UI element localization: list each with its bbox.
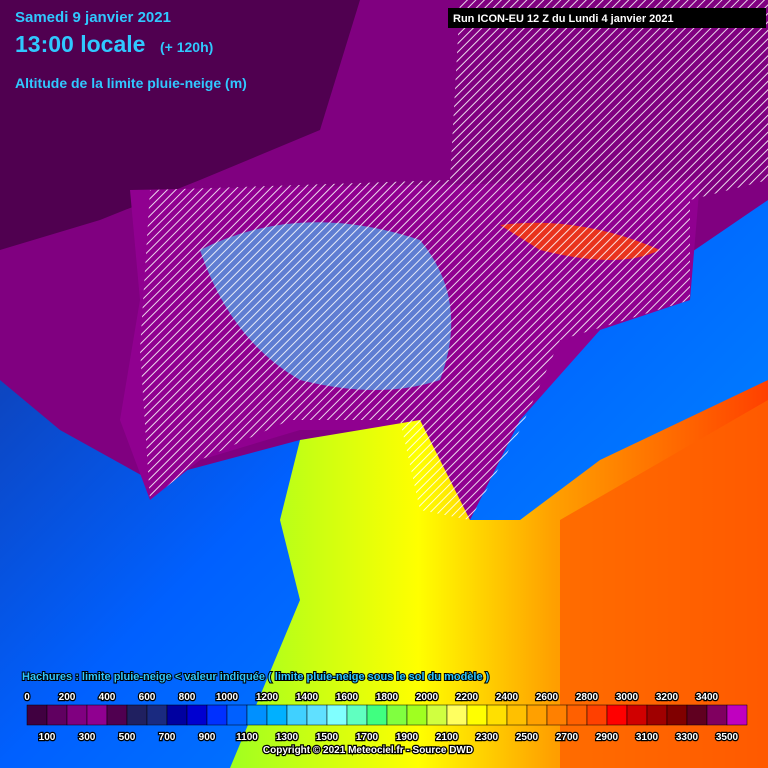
legend-note: Hachures : limite pluie-neige < valeur i… (22, 671, 490, 683)
legend-swatch (66, 704, 88, 726)
legend-label-top: 2400 (496, 692, 519, 703)
legend-swatch (686, 704, 708, 726)
legend-label-bottom: 2900 (596, 732, 619, 743)
legend-label-bottom: 700 (159, 732, 176, 743)
legend-swatch (266, 704, 288, 726)
legend-label-top: 200 (59, 692, 76, 703)
legend-label-bottom: 3500 (716, 732, 739, 743)
legend-swatch (406, 704, 428, 726)
legend-label-top: 1800 (376, 692, 399, 703)
legend-swatch (26, 704, 48, 726)
legend-swatch (286, 704, 308, 726)
legend-swatch (126, 704, 148, 726)
legend-swatch (586, 704, 608, 726)
legend-swatch (666, 704, 688, 726)
legend-label-bottom: 2700 (556, 732, 579, 743)
legend-label-bottom: 1500 (316, 732, 339, 743)
legend-swatch (306, 704, 328, 726)
legend-label-bottom: 300 (79, 732, 96, 743)
legend-label-top: 1000 (216, 692, 239, 703)
region-dark (0, 0, 360, 250)
legend-label-top: 400 (99, 692, 116, 703)
legend-label-bottom: 1900 (396, 732, 419, 743)
hatching (140, 0, 768, 520)
legend-swatch (506, 704, 528, 726)
legend-label-bottom: 2500 (516, 732, 539, 743)
legend-swatch (526, 704, 548, 726)
legend-swatch (146, 704, 168, 726)
run-box (448, 8, 766, 28)
legend-swatch (326, 704, 348, 726)
legend-label-bottom: 3100 (636, 732, 659, 743)
legend-swatch (166, 704, 188, 726)
legend-label-bottom: 500 (119, 732, 136, 743)
legend-swatch (426, 704, 448, 726)
legend-swatch (726, 704, 748, 726)
legend-swatch (626, 704, 648, 726)
legend-label-bottom: 3300 (676, 732, 699, 743)
legend-swatch (246, 704, 268, 726)
legend-label-top: 2200 (456, 692, 479, 703)
map-title: Altitude de la limite pluie-neige (m) (15, 75, 247, 91)
legend-swatch (546, 704, 568, 726)
legend-label-top: 2800 (576, 692, 599, 703)
time: 13:00 locale (15, 31, 145, 57)
legend-label-top: 2600 (536, 692, 559, 703)
legend-label-top: 600 (139, 692, 156, 703)
legend-label-top: 3200 (656, 692, 679, 703)
legend-swatch (366, 704, 388, 726)
legend-label-bottom: 1300 (276, 732, 299, 743)
legend-swatch (646, 704, 668, 726)
legend-label-bottom: 1100 (236, 732, 258, 743)
legend-swatch (226, 704, 248, 726)
legend-swatch (186, 704, 208, 726)
legend-swatch (446, 704, 468, 726)
legend-swatch (46, 704, 68, 726)
lead-time: (+ 120h) (160, 39, 213, 55)
legend-label-top: 1200 (256, 692, 279, 703)
legend-swatch (206, 704, 228, 726)
legend-swatch (566, 704, 588, 726)
legend-label-bottom: 2100 (436, 732, 459, 743)
legend-label-top: 1600 (336, 692, 359, 703)
legend-swatch (106, 704, 128, 726)
legend-label-top: 3400 (696, 692, 719, 703)
run-info: Run ICON-EU 12 Z du Lundi 4 janvier 2021 (453, 13, 674, 25)
legend-label-top: 800 (179, 692, 196, 703)
copyright: Copyright © 2021 Meteociel.fr - Source D… (263, 745, 473, 756)
legend-swatch (466, 704, 488, 726)
legend-swatch (86, 704, 108, 726)
legend-label-bottom: 2300 (476, 732, 499, 743)
legend-label-top: 1400 (296, 692, 319, 703)
legend-label-top: 2000 (416, 692, 439, 703)
date: Samedi 9 janvier 2021 (15, 9, 171, 26)
legend-label-top: 0 (24, 692, 30, 703)
legend-swatch (386, 704, 408, 726)
legend-label-bottom: 1700 (356, 732, 379, 743)
legend-label-top: 3000 (616, 692, 639, 703)
legend-swatch (606, 704, 628, 726)
legend-label-bottom: 900 (199, 732, 216, 743)
legend-label-bottom: 100 (39, 732, 56, 743)
legend-swatch (706, 704, 728, 726)
legend-swatch (346, 704, 368, 726)
legend-swatch (486, 704, 508, 726)
region-hot (560, 400, 768, 768)
